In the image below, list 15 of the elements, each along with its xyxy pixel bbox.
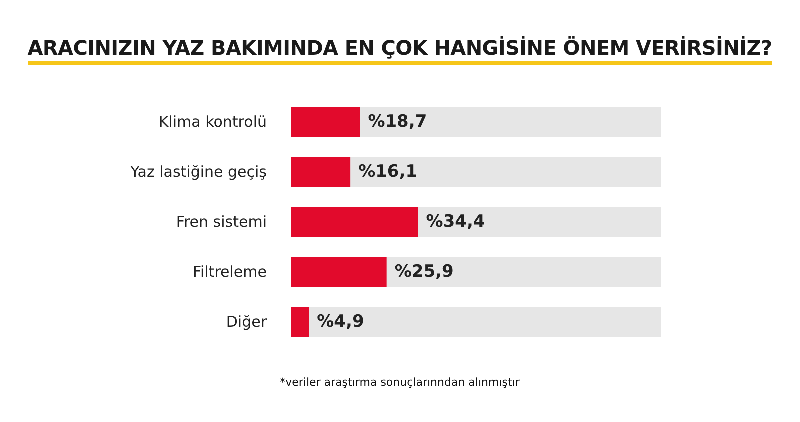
y-tick-label: Yaz lastiğine geçiş: [130, 163, 268, 181]
y-tick-label: Filtreleme: [192, 263, 267, 281]
data-label: %25,9: [394, 262, 454, 282]
bar: [291, 307, 310, 337]
y-tick-label: Klima kontrolü: [158, 113, 267, 131]
y-tick-label: Diğer: [226, 313, 268, 331]
y-tick-label: Fren sistemi: [176, 213, 267, 231]
data-label: %4,9: [317, 312, 364, 332]
bar: [291, 157, 351, 187]
data-label: %18,7: [368, 112, 428, 132]
text: *veriler araştırma sonuçlarınndan alınmıştır: [279, 376, 521, 389]
data-label: %16,1: [358, 162, 418, 182]
chart-title: ARACINIZIN YAZ BAKIMINDA EN ÇOK HANGİSİNE ÖNEM VERİRSİNİZ?: [28, 36, 772, 65]
data-label: %34,4: [426, 212, 486, 232]
bar: [291, 107, 360, 137]
